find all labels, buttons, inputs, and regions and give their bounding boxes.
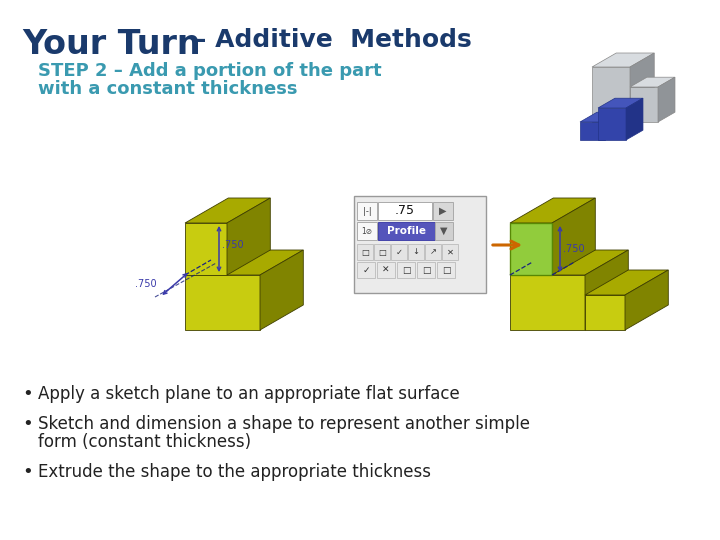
Text: ▼: ▼ [440,226,448,236]
Text: Your Turn: Your Turn [22,28,201,61]
Text: ↓: ↓ [413,247,420,256]
Text: ✕: ✕ [446,247,454,256]
Text: Sketch and dimension a shape to represent another simple: Sketch and dimension a shape to represen… [38,415,530,433]
FancyBboxPatch shape [433,202,453,220]
FancyBboxPatch shape [357,222,377,240]
FancyBboxPatch shape [377,262,395,278]
FancyBboxPatch shape [378,222,435,240]
Text: •: • [22,463,32,481]
Text: □: □ [422,266,431,274]
Polygon shape [585,250,629,330]
Polygon shape [626,98,643,140]
Polygon shape [510,198,595,223]
Polygon shape [592,67,630,122]
Text: – Additive  Methods: – Additive Methods [185,28,472,52]
Polygon shape [630,77,675,87]
Polygon shape [630,87,658,122]
Text: form (constant thickness): form (constant thickness) [38,433,251,451]
Text: Profile: Profile [387,226,426,236]
Text: •: • [22,385,32,403]
Text: •: • [22,415,32,433]
Polygon shape [580,122,605,140]
Text: □: □ [378,247,386,256]
FancyBboxPatch shape [425,244,441,260]
Polygon shape [510,275,585,330]
Polygon shape [658,77,675,122]
Text: .750: .750 [563,244,585,254]
Polygon shape [227,198,270,275]
Text: □: □ [402,266,410,274]
FancyBboxPatch shape [408,244,424,260]
Text: STEP 2 – Add a portion of the part: STEP 2 – Add a portion of the part [38,62,382,80]
Text: ✓: ✓ [362,266,370,274]
Polygon shape [598,108,626,140]
Polygon shape [580,112,622,122]
Polygon shape [585,295,625,330]
FancyBboxPatch shape [397,262,415,278]
FancyBboxPatch shape [357,244,373,260]
FancyBboxPatch shape [378,202,432,220]
FancyBboxPatch shape [391,244,407,260]
Text: ✓: ✓ [395,247,402,256]
Text: .750: .750 [222,240,243,250]
Polygon shape [510,223,552,275]
Text: 1⊘: 1⊘ [361,226,372,235]
Polygon shape [585,270,668,295]
Text: ✕: ✕ [382,266,390,274]
FancyBboxPatch shape [417,262,435,278]
Text: with a constant thickness: with a constant thickness [38,80,297,98]
Polygon shape [260,250,303,330]
Polygon shape [510,223,552,275]
Polygon shape [185,223,227,275]
Text: .75: .75 [395,205,415,218]
FancyBboxPatch shape [374,244,390,260]
Polygon shape [185,275,260,330]
FancyBboxPatch shape [357,202,377,220]
Text: □: □ [361,247,369,256]
Polygon shape [185,198,270,223]
Text: Apply a sketch plane to an appropriate flat surface: Apply a sketch plane to an appropriate f… [38,385,460,403]
Text: .750: .750 [135,279,157,289]
FancyBboxPatch shape [354,196,486,293]
Polygon shape [592,53,654,67]
Polygon shape [630,53,654,122]
Polygon shape [598,98,643,108]
Text: □: □ [442,266,450,274]
Text: ↗: ↗ [430,247,436,256]
FancyBboxPatch shape [437,262,455,278]
Text: Extrude the shape to the appropriate thickness: Extrude the shape to the appropriate thi… [38,463,431,481]
Polygon shape [185,250,303,275]
FancyBboxPatch shape [435,222,453,240]
FancyBboxPatch shape [442,244,458,260]
Polygon shape [605,112,622,140]
Text: |-|: |-| [363,206,372,215]
FancyBboxPatch shape [357,262,375,278]
Polygon shape [625,270,668,330]
Text: ▶: ▶ [439,206,446,216]
Polygon shape [552,198,595,275]
Polygon shape [510,250,629,275]
